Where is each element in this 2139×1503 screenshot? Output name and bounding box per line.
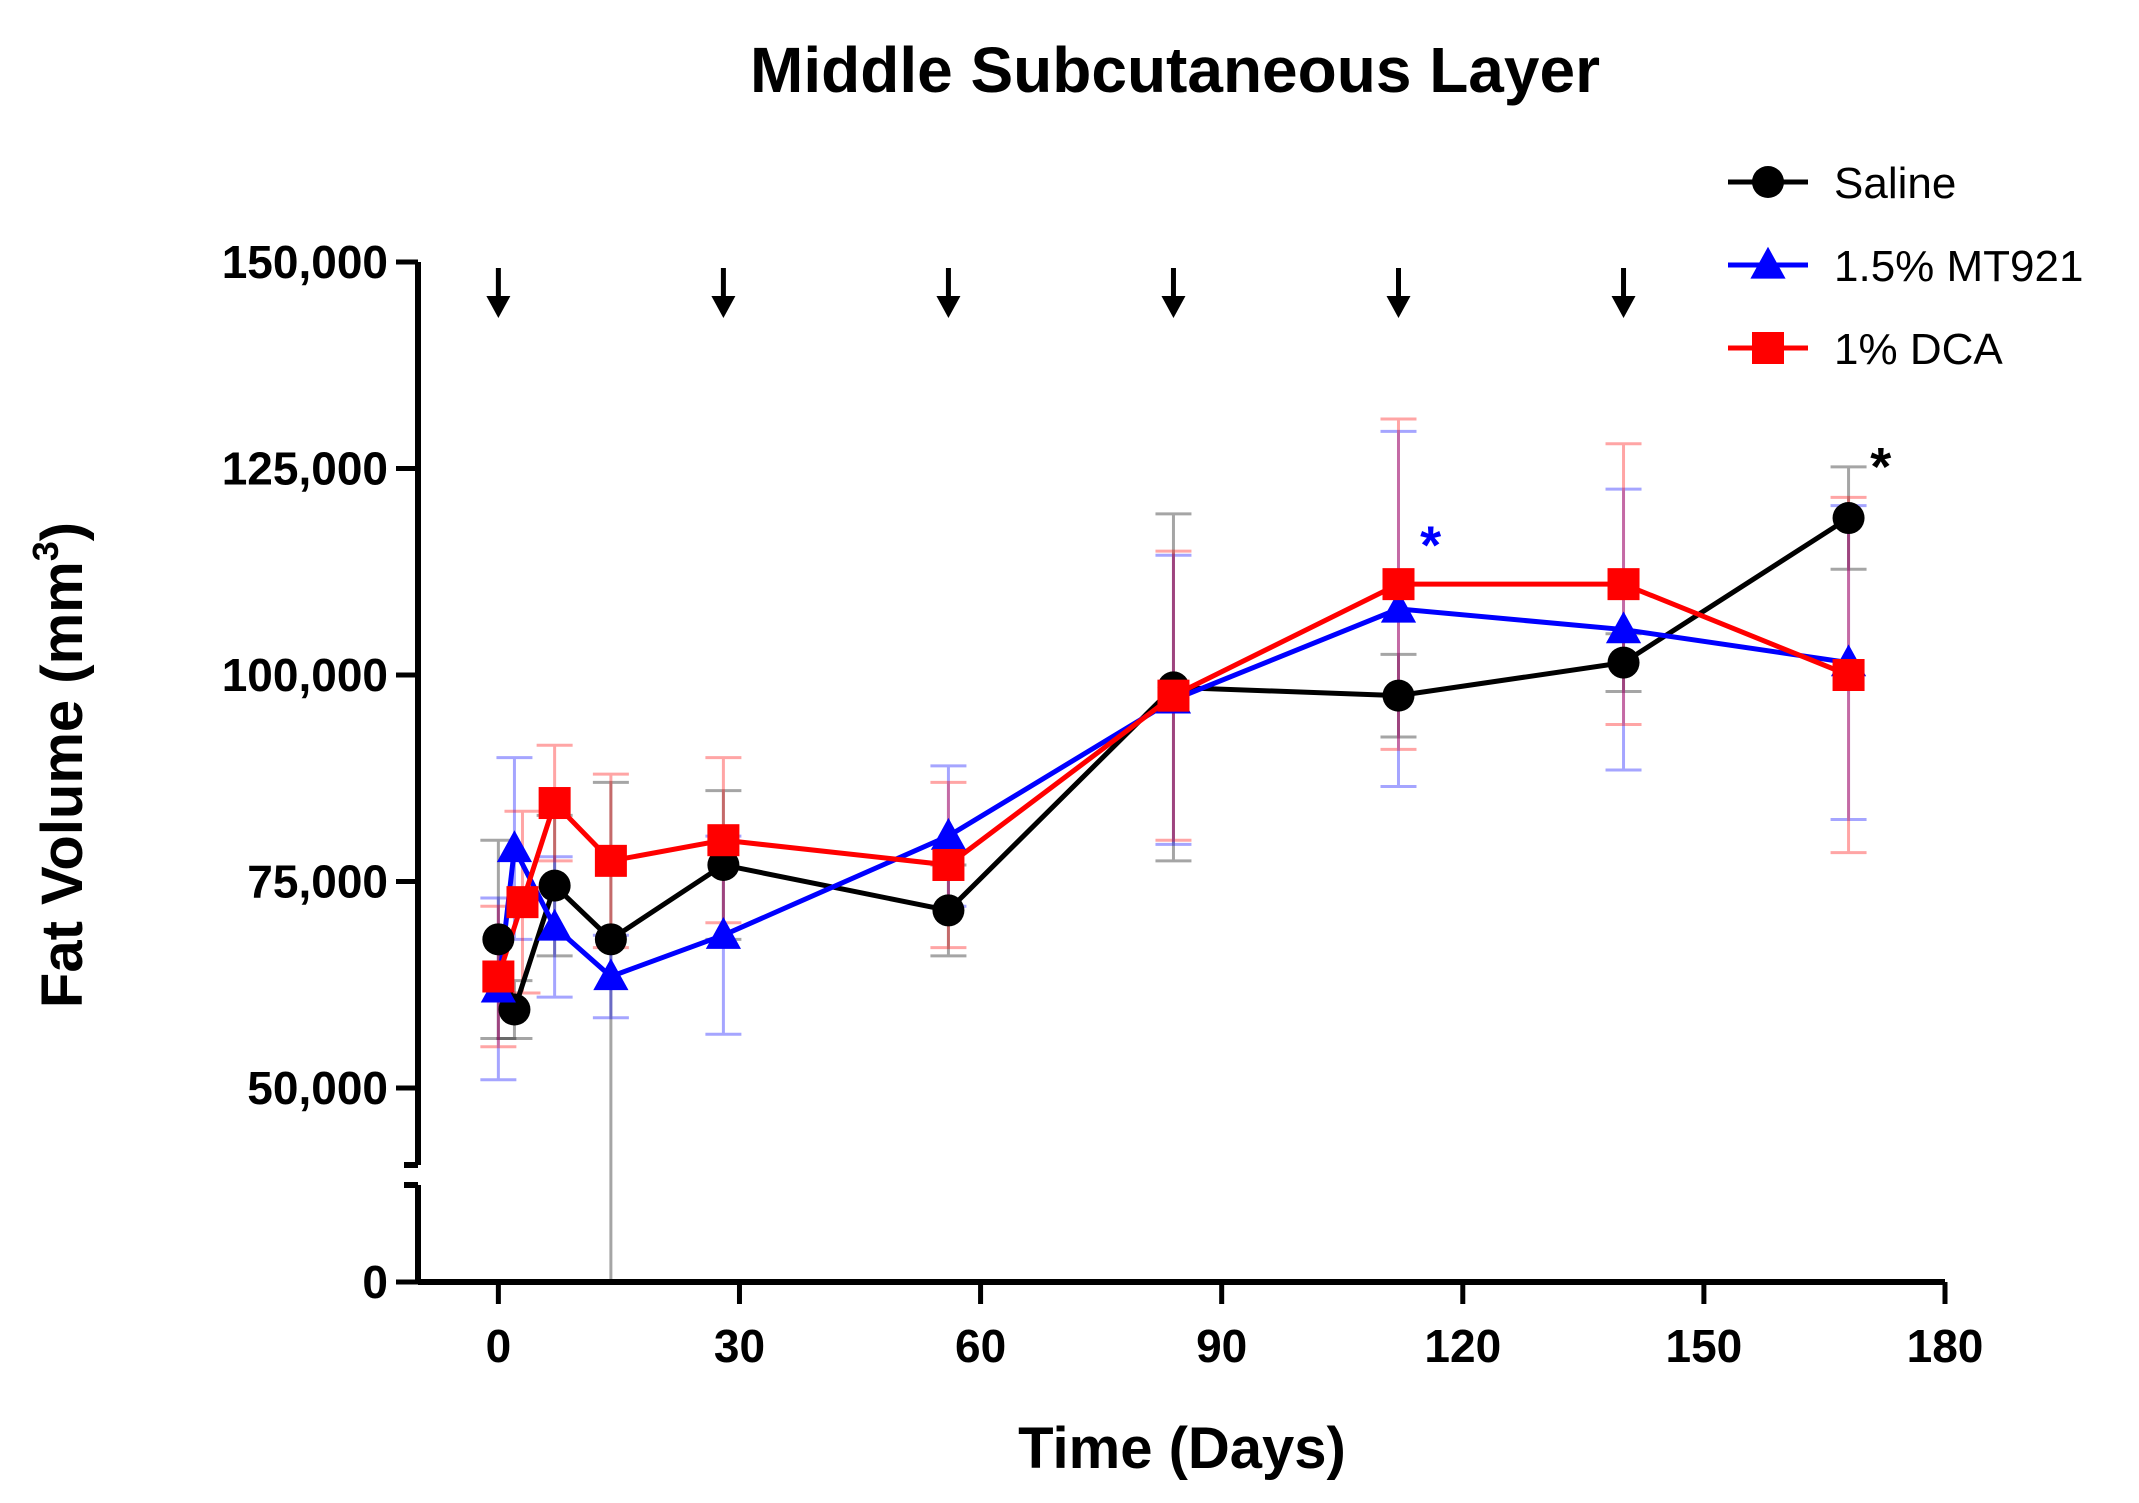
down-arrow-icon — [1386, 268, 1411, 318]
data-point — [1832, 502, 1865, 535]
arrow-head — [936, 296, 961, 318]
data-point — [506, 886, 539, 919]
y-axis-label: Fat Volume (mm3) — [25, 522, 95, 1008]
y-tick-label: 125,000 — [222, 443, 388, 495]
legend-item: 1% DCA — [1728, 325, 2003, 374]
legend-label: 1.5% MT921 — [1834, 242, 2083, 291]
data-point — [1382, 568, 1415, 601]
data-point — [932, 894, 965, 927]
y-tick-label: 75,000 — [247, 856, 388, 908]
y-tick-label: 0 — [362, 1256, 388, 1308]
down-arrow-icon — [486, 268, 511, 318]
legend-item: Saline — [1728, 159, 1956, 208]
y-axis-label-main: Fat Volume (mm — [30, 561, 95, 1008]
x-tick-label: 30 — [714, 1320, 765, 1372]
y-axis-label-close: ) — [30, 522, 95, 541]
arrow-head — [1161, 296, 1186, 318]
x-tick-label: 90 — [1196, 1320, 1247, 1372]
y-tick-label: 150,000 — [222, 236, 388, 288]
x-tick-label: 60 — [955, 1320, 1006, 1372]
y-axis-label-superscript: 3 — [25, 541, 66, 561]
x-tick-label: 180 — [1907, 1320, 1984, 1372]
series-line — [495, 581, 1850, 978]
data-point — [932, 848, 965, 881]
error-bars — [480, 417, 1867, 1284]
x-axis-label: Time (Days) — [1018, 1416, 1346, 1481]
chart-title: Middle Subcutaneous Layer — [750, 34, 1600, 106]
legend-marker — [1752, 332, 1784, 364]
down-arrow-icon — [936, 268, 961, 318]
injection-arrows — [486, 268, 1636, 318]
data-point — [482, 960, 515, 993]
data-point — [1605, 611, 1642, 644]
arrow-head — [486, 296, 511, 318]
axes: 0 50,000 75,000 100,000 125,000 150,000 0 30 60 9… — [222, 236, 1984, 1372]
data-point — [482, 923, 515, 956]
data-point — [1380, 590, 1417, 623]
arrow-head — [1386, 296, 1411, 318]
data-point — [496, 830, 533, 863]
significance-marker: * — [1420, 515, 1441, 575]
series-markers — [480, 502, 1867, 1026]
data-point — [537, 908, 573, 941]
data-point — [707, 824, 740, 857]
legend-item: 1.5% MT921 — [1728, 242, 2083, 291]
y-tick-label: 100,000 — [222, 649, 388, 701]
data-point — [1607, 646, 1640, 679]
y-tick-label: 50,000 — [247, 1062, 388, 1114]
data-point — [1832, 659, 1865, 691]
data-point — [1382, 679, 1415, 712]
legend: Saline 1.5% MT921 1% DCA — [1728, 159, 2083, 374]
x-tick-label: 120 — [1424, 1320, 1501, 1372]
x-tick-label: 0 — [486, 1320, 512, 1372]
data-point — [538, 787, 571, 820]
data-point — [1607, 568, 1640, 601]
data-point — [705, 916, 741, 949]
legend-label: Saline — [1834, 159, 1956, 208]
significance-annotations: ** — [1420, 437, 1891, 575]
data-point — [930, 817, 967, 850]
down-arrow-icon — [711, 268, 736, 318]
arrow-head — [711, 296, 736, 318]
data-point — [594, 923, 627, 956]
legend-marker — [1752, 166, 1784, 198]
significance-marker: * — [1870, 437, 1891, 497]
data-point — [594, 844, 627, 877]
down-arrow-icon — [1611, 268, 1636, 318]
legend-label: 1% DCA — [1834, 325, 2003, 374]
arrow-head — [1611, 296, 1636, 318]
data-point — [538, 869, 571, 902]
legend-marker — [1750, 246, 1786, 279]
data-point — [1157, 679, 1190, 712]
data-point — [707, 848, 740, 881]
data-point — [593, 958, 629, 991]
x-tick-label: 150 — [1666, 1320, 1743, 1372]
down-arrow-icon — [1161, 268, 1186, 318]
